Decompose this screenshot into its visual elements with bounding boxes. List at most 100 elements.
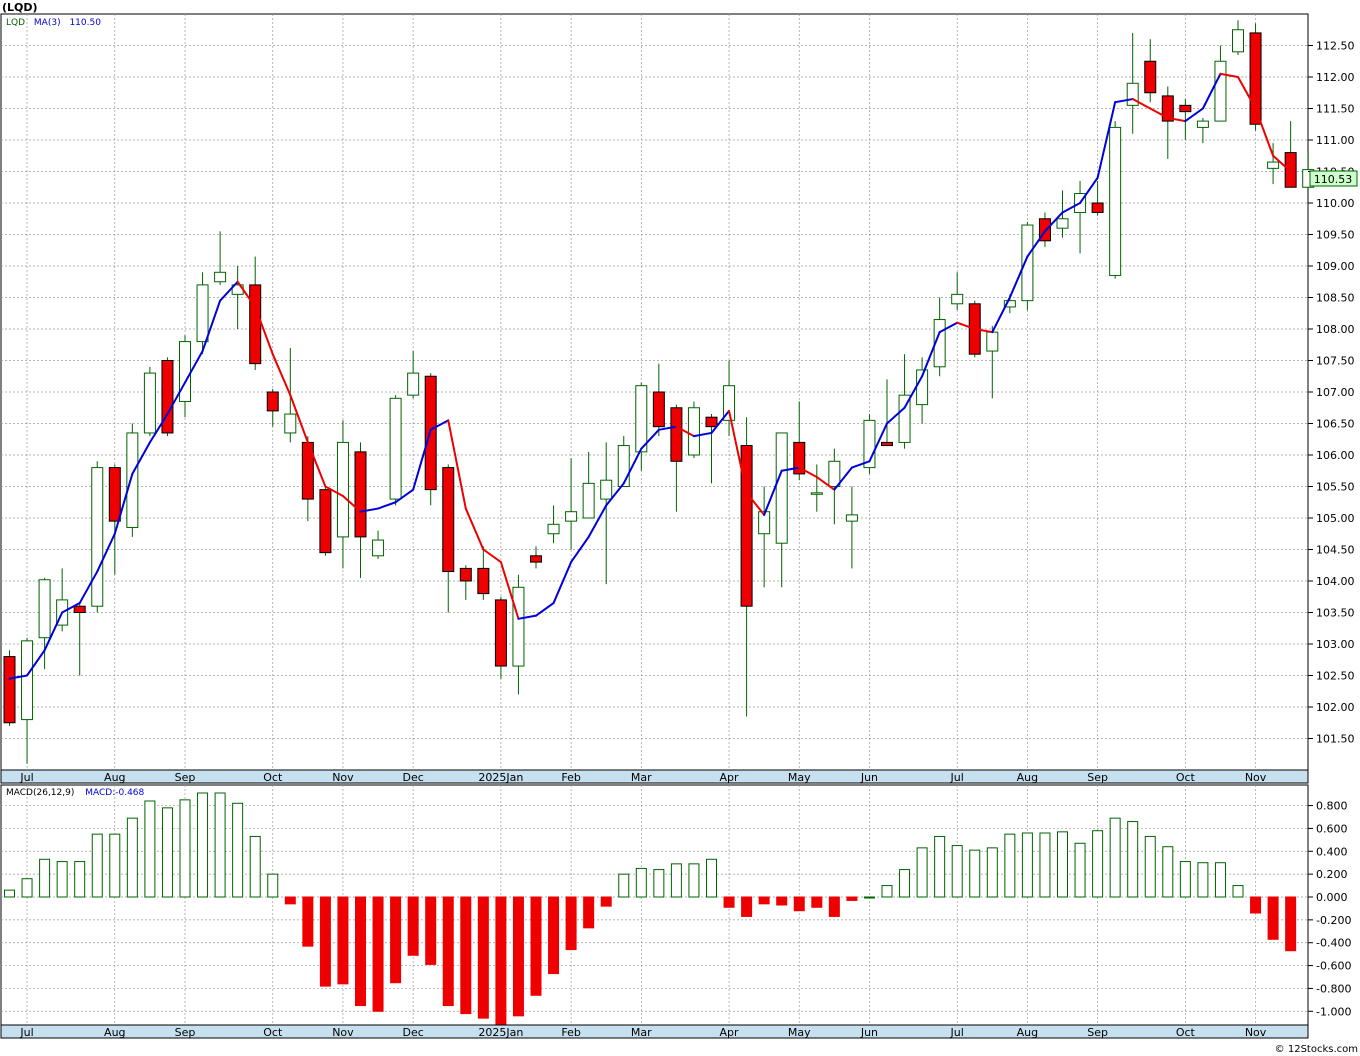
candle-body: [1126, 82, 1139, 106]
macd-x-tick-label: Apr: [720, 1026, 740, 1039]
candle-body: [143, 372, 156, 434]
candle-body: [1056, 218, 1069, 229]
candle-up: [38, 577, 51, 670]
ma3-segment: [1079, 176, 1099, 204]
macd-bar-negative: [758, 896, 770, 905]
ma3-segment: [289, 394, 309, 444]
macd-bar-positive: [39, 858, 51, 898]
price-x-tick-label: Jun: [860, 771, 878, 784]
price-x-tick-label: Nov: [1245, 771, 1267, 784]
candle-body: [1091, 202, 1104, 213]
macd-bar-positive: [916, 847, 928, 898]
candle-down: [354, 442, 367, 578]
macd-bar-positive: [91, 833, 103, 898]
candle-down: [530, 546, 542, 569]
ma3-segment: [1096, 101, 1117, 179]
macd-bar-positive: [618, 873, 630, 898]
price-y-tick-label: 109.50: [1316, 229, 1355, 242]
ma3-segment: [921, 331, 941, 378]
last-price-badge-box: [1309, 170, 1358, 187]
candle-down: [1161, 86, 1174, 159]
price-y-tick-label: 107.00: [1316, 386, 1355, 399]
macd-bar-positive: [1127, 821, 1139, 898]
ma3-segment: [640, 428, 660, 450]
macd-x-tick-label: Dec: [403, 1026, 424, 1039]
ma3-segment: [763, 469, 783, 516]
ma3-segment: [1254, 107, 1275, 157]
candle-down: [459, 565, 472, 600]
price-y-tick-label: 106.50: [1316, 418, 1355, 431]
candle-up: [723, 360, 736, 437]
macd-x-tick-label: Jun: [860, 1026, 878, 1039]
macd-bar-negative: [741, 896, 753, 917]
ma3-segment: [131, 441, 151, 475]
ma3-segment: [1149, 107, 1169, 119]
candle-up: [1196, 117, 1209, 144]
ma3-segment: [359, 507, 380, 513]
macd-bar-negative: [583, 896, 595, 929]
candle-body: [793, 441, 806, 475]
macd-legend-value: MACD:-0.468: [85, 788, 144, 798]
candle-body: [1232, 29, 1244, 53]
macd-bar-positive: [670, 863, 682, 898]
macd-bar-positive: [653, 869, 665, 898]
candle-up: [845, 486, 858, 569]
candle-body: [266, 391, 279, 412]
ma3-segment: [938, 321, 959, 334]
ma3-segment: [341, 494, 362, 513]
price-x-axis-band: [0, 769, 1309, 784]
candle-body: [249, 284, 262, 365]
price-y-tick-label: 103.50: [1316, 607, 1355, 620]
macd-y-tick-label: -0.200: [1316, 914, 1351, 927]
macd-bar-positive: [951, 845, 963, 898]
candle-body: [951, 293, 964, 305]
candle-body: [407, 372, 420, 396]
ma3-segment: [324, 485, 344, 497]
macd-x-tick-label: Oct: [1176, 1026, 1196, 1039]
ma3-segment: [148, 413, 169, 444]
candle-body: [670, 407, 683, 462]
macd-x-tick-label: May: [788, 1026, 811, 1039]
candle-body: [73, 605, 86, 614]
candle-down: [1249, 23, 1262, 131]
candle-down: [1284, 121, 1297, 188]
macd-legend-title: MACD(26,12,9): [6, 788, 74, 798]
candle-body: [442, 467, 455, 573]
candle-up: [1126, 32, 1139, 134]
ma3-segment: [271, 353, 292, 397]
macd-bar-negative: [319, 896, 331, 987]
candle-up: [389, 395, 402, 506]
candle-body: [1214, 60, 1227, 122]
candle-up: [951, 272, 964, 311]
ma3-segment: [692, 431, 713, 438]
price-panel: 101.50 102.00 102.50 103.00 103.50 104.00 104.…: [0, 13, 1355, 771]
ma3-segment: [43, 611, 64, 652]
candle-body: [214, 271, 227, 283]
ma3-segment: [622, 447, 643, 485]
candle-up: [547, 505, 560, 544]
candle-body: [881, 441, 893, 447]
price-x-tick-label: Apr: [720, 771, 740, 784]
macd-bar-positive: [126, 817, 138, 898]
candle-body: [354, 451, 367, 538]
candle-up: [617, 436, 630, 487]
last-price-label: 110.53: [1314, 173, 1353, 186]
candle-down: [319, 486, 332, 556]
macd-bar-negative: [1285, 896, 1297, 952]
ma3-segment: [815, 476, 836, 491]
macd-x-tick-label: Oct: [263, 1026, 283, 1039]
candle-down: [73, 603, 86, 676]
ma3-segment: [236, 280, 257, 308]
macd-bar-negative: [477, 896, 489, 1019]
macd-bars: [4, 792, 1297, 1031]
macd-bar-negative: [1267, 896, 1279, 940]
candle-body: [336, 441, 349, 538]
ma3-segment: [886, 406, 906, 425]
price-legend: LQD MA(3) 110.50: [6, 18, 101, 28]
macd-bar-negative: [372, 896, 384, 1012]
macd-bar-positive: [197, 792, 209, 898]
macd-bar-positive: [1074, 842, 1086, 898]
macd-bar-positive: [1162, 846, 1174, 898]
price-y-tick-label: 110.00: [1316, 197, 1355, 210]
